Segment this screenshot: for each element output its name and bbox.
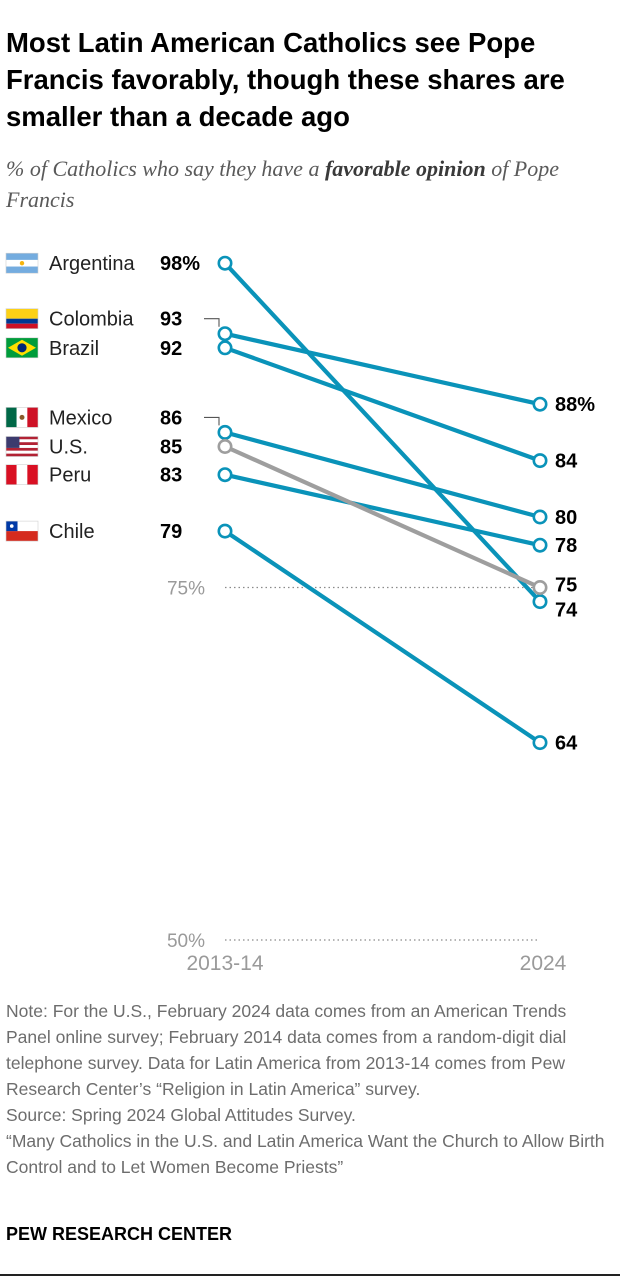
flag-sun <box>19 261 25 266</box>
end-marker <box>532 594 548 610</box>
end-value-label: 74 <box>555 600 578 622</box>
series-name-label: Peru <box>49 465 91 487</box>
note-text: Note: For the U.S., February 2024 data c… <box>6 1001 567 1099</box>
flag-emblem <box>19 414 25 420</box>
flag-stripe <box>6 531 38 542</box>
brand-logo-text: PEW RESEARCH CENTER <box>6 1224 233 1244</box>
chile-flag-icon <box>5 520 39 542</box>
label-connector <box>204 318 220 327</box>
report-title: “Many Catholics in the U.S. and Latin Am… <box>6 1131 605 1177</box>
series-line <box>222 444 543 590</box>
flag-star <box>9 524 14 528</box>
end-marker <box>532 509 548 525</box>
flag-stripe <box>27 407 38 428</box>
series-line <box>222 345 543 463</box>
series-line <box>222 529 543 745</box>
start-value-label: 79 <box>160 521 182 543</box>
start-marker <box>217 255 233 271</box>
flag-stripe <box>16 464 28 485</box>
end-value-label: 75 <box>555 575 577 597</box>
start-marker <box>217 326 233 342</box>
start-marker <box>217 340 233 356</box>
colombia-flag-icon <box>5 308 39 329</box>
flag-stripe <box>6 464 17 485</box>
label-connector <box>204 416 220 426</box>
flag-stripe <box>6 323 38 329</box>
end-marker <box>532 453 548 469</box>
start-value-label: 83 <box>160 465 182 487</box>
flag-border <box>5 520 39 542</box>
flag-stripe <box>6 308 38 319</box>
flag-stripe <box>6 453 38 457</box>
subtitle-emphasis: favorable opinion <box>324 156 486 181</box>
series-line <box>222 331 543 407</box>
flag-stripe <box>6 450 38 454</box>
flag-stripe <box>6 447 38 451</box>
start-marker <box>217 424 233 440</box>
end-value-label: 84 <box>555 451 578 473</box>
end-marker <box>532 735 548 751</box>
end-value-label: 64 <box>555 733 578 755</box>
mexico-flag-icon <box>5 407 39 428</box>
start-value-label: 85 <box>160 437 182 459</box>
end-marker <box>532 579 548 595</box>
flag-stripe <box>27 464 38 485</box>
flag-border <box>5 337 39 359</box>
flag-stripe <box>6 521 38 532</box>
bottom-divider <box>0 1274 620 1276</box>
argentina-flag-icon <box>5 252 39 274</box>
flag-border <box>5 252 39 274</box>
x-tick-label: 2024 <box>520 952 567 975</box>
series-name-label: Brazil <box>49 338 99 360</box>
series-line <box>222 472 543 548</box>
flag-stripe <box>6 442 38 446</box>
flag-canton <box>6 436 20 448</box>
source-text: Source: Spring 2024 Global Attitudes Sur… <box>6 1105 356 1125</box>
flag-stripe <box>6 318 38 324</box>
subtitle-prefix: % of Catholics who say they have a <box>6 156 325 181</box>
start-marker <box>217 523 233 539</box>
end-marker <box>532 396 548 412</box>
end-value-label: 80 <box>555 507 577 529</box>
chart-notes: Note: For the U.S., February 2024 data c… <box>6 998 606 1180</box>
reference-line-label: 75% <box>167 579 205 600</box>
slope-chart: 75% 50%2013-14 2024 Argentina 98% 74 Colombia 9… <box>5 252 595 975</box>
start-value-label: 86 <box>160 407 182 429</box>
flag-stripe <box>6 439 38 443</box>
flag-globe <box>17 343 27 353</box>
series-name-label: Argentina <box>49 253 135 275</box>
reference-line-label: 50% <box>167 931 205 952</box>
chart-subtitle: % of Catholics who say they have a favor… <box>6 153 611 215</box>
flag-border <box>5 308 39 329</box>
end-value-label: 88% <box>555 394 595 416</box>
chart-title: Most Latin American Catholics see Pope F… <box>6 27 565 132</box>
flag-stripe <box>6 436 38 440</box>
series-name-label: U.S. <box>49 437 88 459</box>
flag-stripe <box>6 445 38 448</box>
subtitle-suffix: of Pope Francis <box>6 156 560 212</box>
series-name-label: Mexico <box>49 407 112 429</box>
brazil-flag-icon <box>5 337 39 359</box>
start-value-label: 92 <box>160 338 182 360</box>
series-line <box>222 261 543 604</box>
end-marker <box>532 537 548 553</box>
start-marker <box>217 439 233 455</box>
series-name-label: Chile <box>49 521 95 543</box>
flag-border <box>5 436 39 457</box>
end-value-label: 78 <box>555 535 577 557</box>
series-name-label: Colombia <box>49 309 134 331</box>
flag-border <box>5 464 39 485</box>
series-line <box>222 430 543 520</box>
start-value-label: 93 <box>160 309 182 331</box>
flag-border <box>5 407 39 428</box>
x-tick-label: 2013-14 <box>186 952 263 975</box>
peru-flag-icon <box>5 464 39 485</box>
us-flag-icon <box>5 436 39 457</box>
start-marker <box>217 467 233 483</box>
flag-stripe <box>6 407 17 428</box>
start-value-label: 98% <box>160 253 200 275</box>
